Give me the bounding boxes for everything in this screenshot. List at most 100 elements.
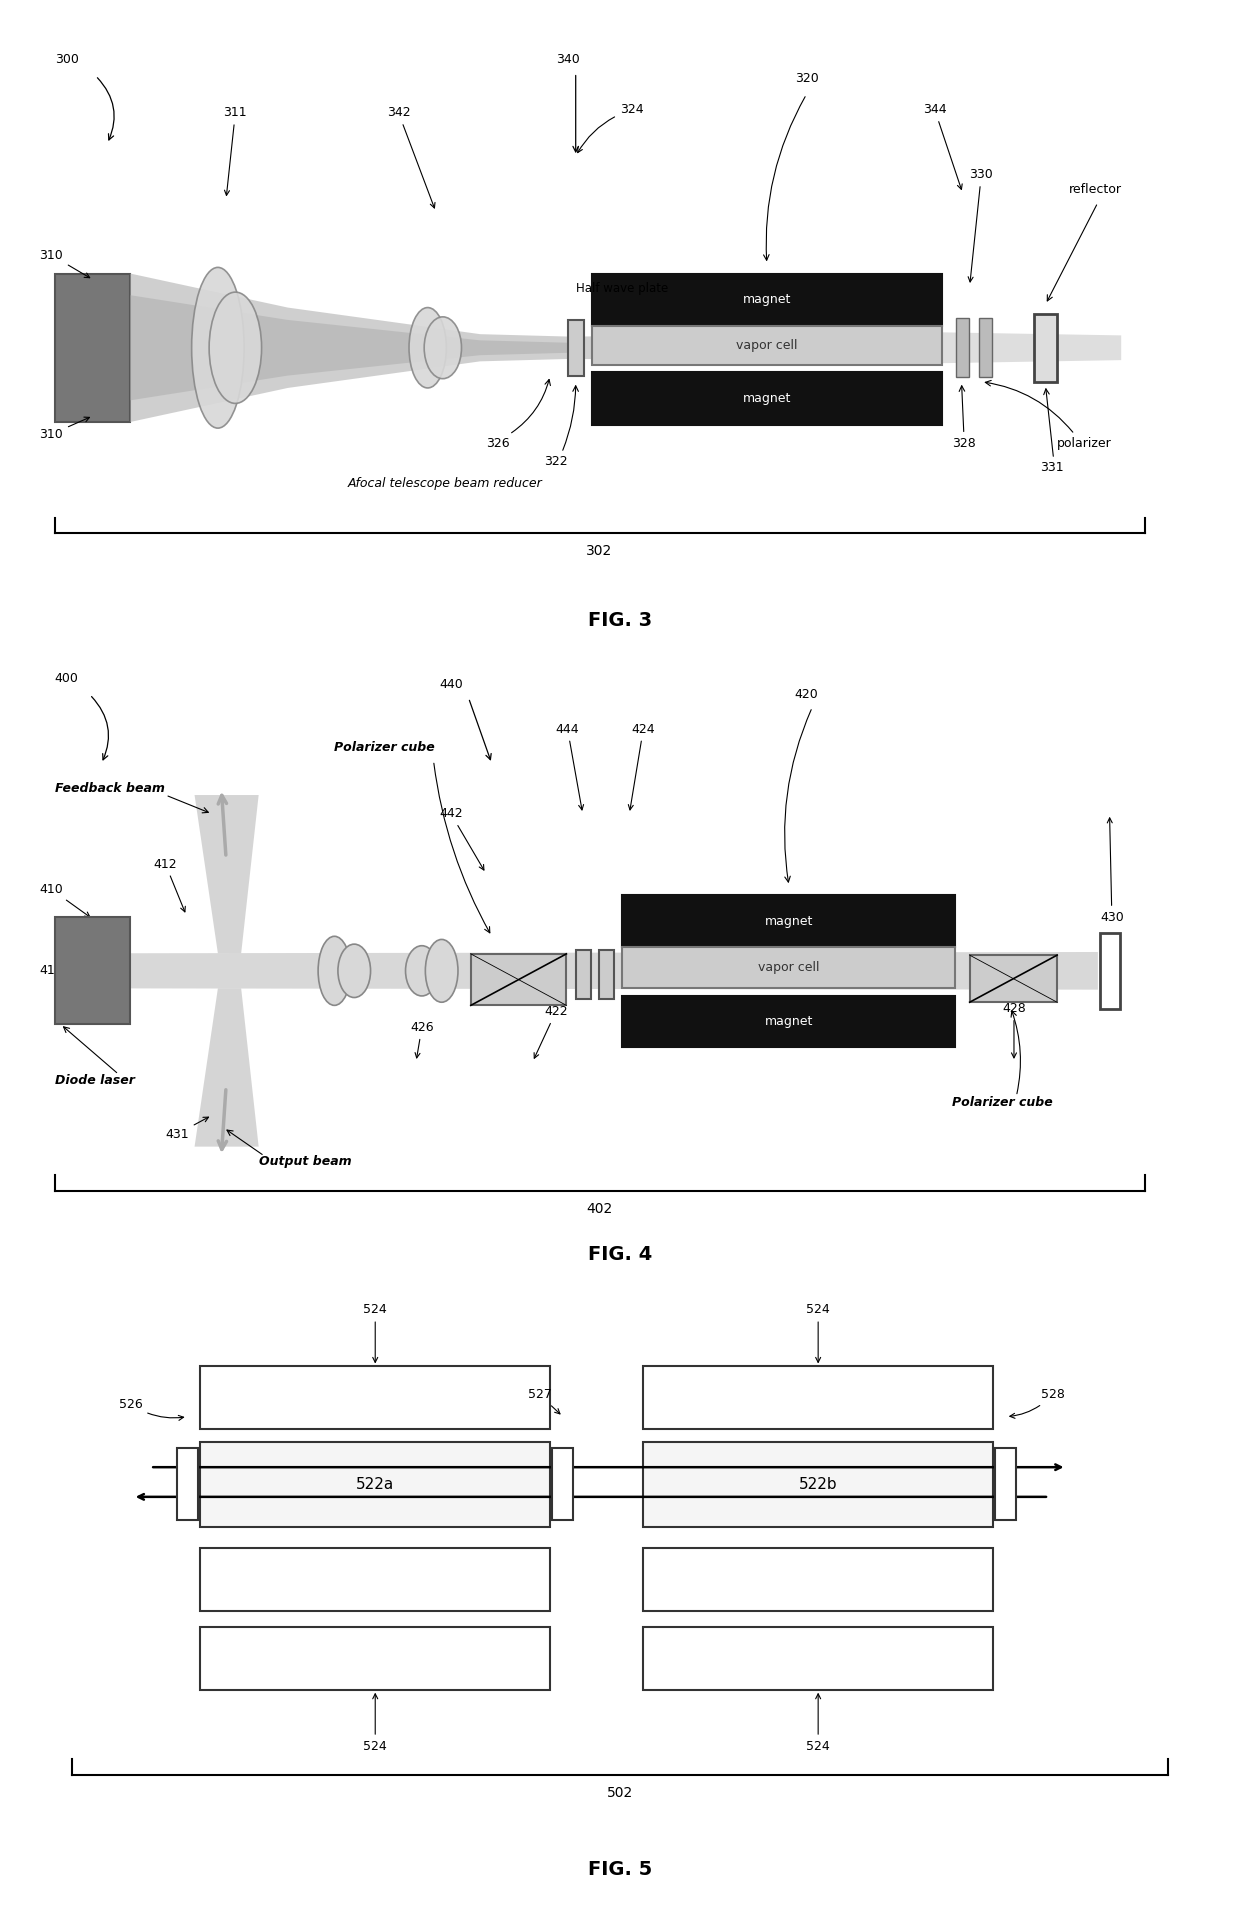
- Ellipse shape: [425, 939, 458, 1003]
- Polygon shape: [130, 274, 572, 421]
- Bar: [622, 995, 955, 1047]
- Text: FIG. 4: FIG. 4: [588, 1244, 652, 1264]
- Text: 442: 442: [439, 808, 484, 869]
- Ellipse shape: [409, 307, 446, 388]
- Polygon shape: [130, 296, 572, 400]
- Text: 444: 444: [556, 723, 584, 810]
- Text: 524: 524: [806, 1694, 830, 1752]
- Bar: [1034, 313, 1056, 383]
- Text: 330: 330: [968, 168, 993, 282]
- Polygon shape: [195, 794, 259, 952]
- Text: magnet: magnet: [765, 1014, 813, 1028]
- Bar: [996, 1449, 1017, 1520]
- Text: 440: 440: [439, 678, 463, 692]
- Text: polarizer: polarizer: [1056, 437, 1112, 450]
- Bar: [201, 1627, 551, 1690]
- Text: 311: 311: [223, 106, 247, 195]
- Text: 526: 526: [119, 1397, 184, 1420]
- Text: 431: 431: [165, 1117, 208, 1140]
- Text: 426: 426: [410, 1020, 434, 1059]
- Text: 342: 342: [387, 106, 435, 209]
- Text: 524: 524: [806, 1304, 830, 1362]
- Text: Diode laser: Diode laser: [55, 1074, 135, 1088]
- Ellipse shape: [210, 292, 262, 404]
- Text: 420: 420: [795, 688, 818, 701]
- Polygon shape: [941, 332, 1121, 363]
- Text: 310: 310: [40, 249, 89, 278]
- Ellipse shape: [319, 937, 351, 1005]
- Text: 522a: 522a: [356, 1476, 394, 1492]
- Text: 527: 527: [528, 1389, 560, 1414]
- Bar: [980, 319, 992, 377]
- Text: magnet: magnet: [765, 914, 813, 927]
- Bar: [201, 1549, 551, 1611]
- Text: 430: 430: [1100, 817, 1123, 923]
- Bar: [1100, 933, 1120, 1009]
- Text: 328: 328: [952, 437, 976, 450]
- Text: 424: 424: [629, 723, 655, 810]
- Bar: [471, 954, 567, 1005]
- Text: 410: 410: [40, 964, 89, 978]
- Text: vapor cell: vapor cell: [737, 338, 797, 352]
- Text: Half wave plate: Half wave plate: [575, 282, 668, 296]
- Text: magnet: magnet: [743, 392, 791, 406]
- Ellipse shape: [405, 945, 438, 995]
- Ellipse shape: [424, 317, 461, 379]
- Text: 344: 344: [923, 102, 962, 189]
- Text: 322: 322: [544, 456, 568, 468]
- Bar: [177, 1449, 198, 1520]
- Bar: [591, 327, 941, 365]
- Text: FIG. 5: FIG. 5: [588, 1861, 652, 1880]
- Bar: [591, 373, 941, 425]
- Bar: [622, 895, 955, 947]
- Text: 324: 324: [578, 102, 644, 153]
- Text: 300: 300: [55, 54, 78, 66]
- Text: Feedback beam: Feedback beam: [55, 782, 165, 794]
- Text: 528: 528: [1009, 1389, 1064, 1418]
- Bar: [970, 954, 1058, 1003]
- Text: 524: 524: [363, 1694, 387, 1752]
- Text: 302: 302: [585, 545, 613, 558]
- Bar: [568, 321, 584, 375]
- Bar: [552, 1449, 573, 1520]
- Text: 428: 428: [1002, 1003, 1025, 1059]
- Polygon shape: [572, 332, 941, 363]
- Text: 340: 340: [556, 54, 579, 66]
- Polygon shape: [130, 952, 1097, 989]
- Bar: [644, 1441, 993, 1526]
- Text: 524: 524: [363, 1304, 387, 1362]
- Ellipse shape: [339, 945, 371, 997]
- Text: Afocal telescope beam reducer: Afocal telescope beam reducer: [347, 477, 543, 491]
- Text: 331: 331: [1039, 462, 1063, 475]
- Bar: [956, 319, 968, 377]
- Text: reflector: reflector: [1069, 184, 1122, 197]
- Text: 410: 410: [40, 883, 89, 918]
- Bar: [622, 947, 955, 989]
- Text: 320: 320: [795, 71, 818, 85]
- Text: 402: 402: [585, 1202, 613, 1215]
- Text: 522b: 522b: [799, 1476, 837, 1492]
- Text: 422: 422: [534, 1005, 568, 1059]
- Bar: [575, 951, 591, 999]
- Bar: [644, 1627, 993, 1690]
- Bar: [55, 918, 130, 1024]
- Text: 412: 412: [154, 858, 185, 912]
- Bar: [599, 951, 614, 999]
- Text: Polarizer cube: Polarizer cube: [335, 742, 435, 753]
- Text: 400: 400: [55, 672, 78, 686]
- Bar: [644, 1549, 993, 1611]
- Polygon shape: [195, 989, 259, 1146]
- Text: 310: 310: [40, 417, 89, 440]
- Bar: [55, 274, 130, 421]
- Text: 502: 502: [606, 1785, 634, 1799]
- Ellipse shape: [192, 267, 244, 429]
- Text: Output beam: Output beam: [259, 1155, 351, 1169]
- Text: Polarizer cube: Polarizer cube: [952, 1095, 1053, 1109]
- Text: magnet: magnet: [743, 294, 791, 305]
- Text: 326: 326: [486, 437, 510, 450]
- Bar: [201, 1366, 551, 1430]
- Bar: [201, 1441, 551, 1526]
- Bar: [591, 274, 941, 327]
- Text: FIG. 3: FIG. 3: [588, 611, 652, 630]
- Bar: [644, 1366, 993, 1430]
